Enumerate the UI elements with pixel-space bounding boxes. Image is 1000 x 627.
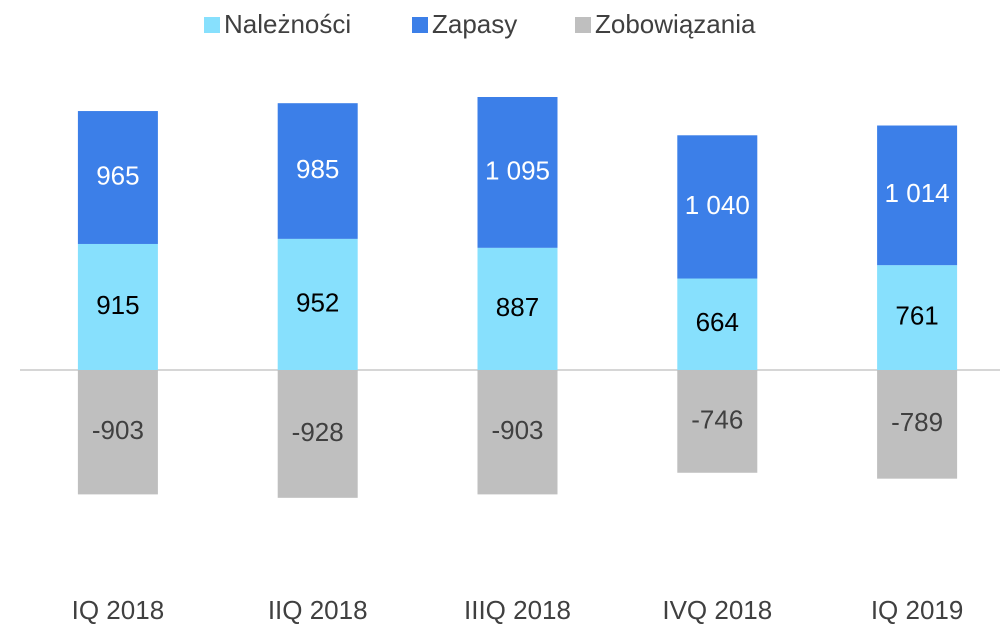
bar-segment (77, 370, 158, 495)
data-label: -746 (691, 404, 743, 434)
data-label: 985 (296, 154, 339, 184)
bar-segment (877, 370, 958, 479)
x-tick-label: IQ 2018 (72, 595, 165, 625)
data-label: 887 (496, 292, 539, 322)
legend-label: Zapasy (432, 9, 517, 39)
legend-swatch (575, 17, 591, 33)
x-tick-label: IQ 2019 (871, 595, 964, 625)
legend-swatch (204, 17, 220, 33)
x-tick-label: IVQ 2018 (662, 595, 772, 625)
data-label: 915 (96, 290, 139, 320)
data-label: -903 (92, 415, 144, 445)
data-label: 952 (296, 287, 339, 317)
bar-segment (877, 265, 958, 370)
bar-segment (477, 97, 558, 248)
legend-swatch (412, 17, 428, 33)
data-label: -928 (292, 417, 344, 447)
legend-label: Zobowiązania (595, 9, 756, 39)
bar-segment (277, 370, 358, 498)
legend-label: Należności (224, 9, 351, 39)
x-tick-label: IIIQ 2018 (464, 595, 571, 625)
bar-segment (77, 111, 158, 244)
bar-segment (277, 238, 358, 370)
data-label: 761 (895, 300, 938, 330)
data-label: 965 (96, 160, 139, 190)
bar-segment (677, 370, 758, 473)
bar-segment (477, 247, 558, 370)
bar-segment (477, 370, 558, 495)
bar-segment (677, 278, 758, 370)
data-label: -903 (491, 415, 543, 445)
bar-segment (277, 103, 358, 239)
bar-segment (677, 135, 758, 279)
data-label: 1 014 (885, 178, 950, 208)
data-label: 664 (696, 307, 739, 337)
bar-segment (77, 243, 158, 370)
x-tick-label: IIQ 2018 (268, 595, 368, 625)
bar-segment (877, 125, 958, 266)
data-label: 1 095 (485, 155, 550, 185)
data-label: -789 (891, 407, 943, 437)
data-label: 1 040 (685, 190, 750, 220)
